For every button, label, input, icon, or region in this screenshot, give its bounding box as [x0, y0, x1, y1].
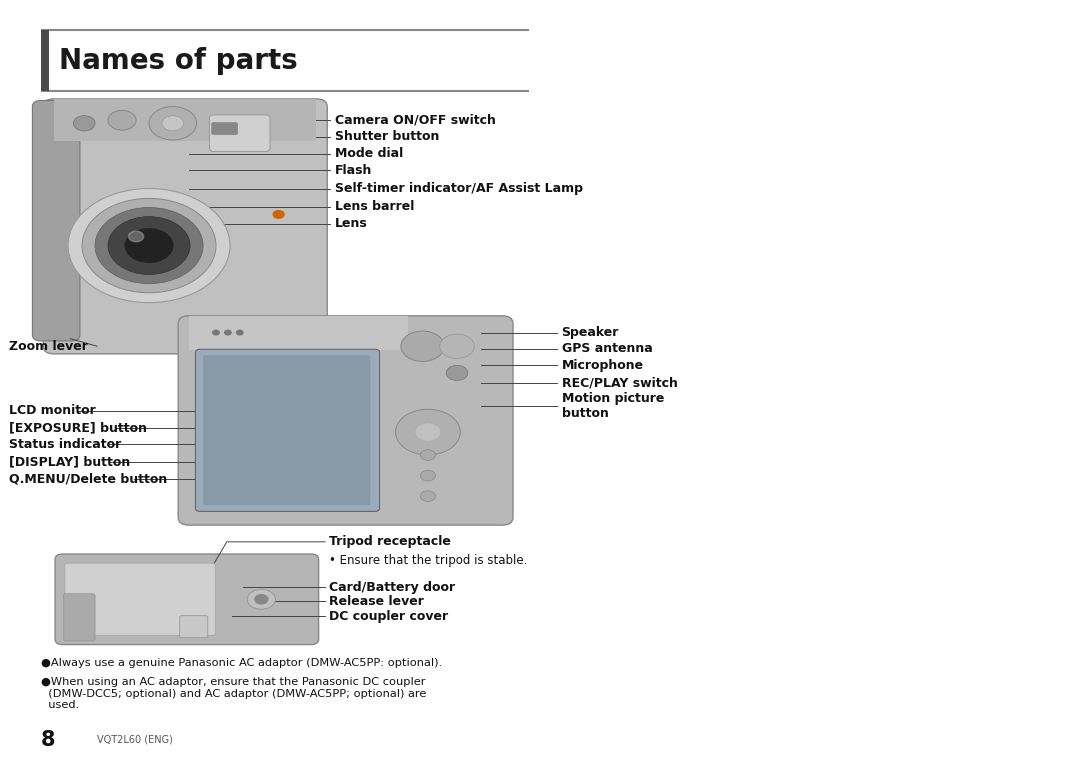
Circle shape [420, 470, 435, 481]
Text: 8: 8 [41, 730, 55, 750]
Text: Status indicator: Status indicator [9, 438, 121, 451]
FancyBboxPatch shape [55, 554, 319, 645]
Text: Zoom lever: Zoom lever [9, 339, 87, 353]
Text: LCD monitor: LCD monitor [9, 404, 95, 418]
Text: Self-timer indicator/AF Assist Lamp: Self-timer indicator/AF Assist Lamp [335, 182, 583, 196]
Circle shape [420, 450, 435, 460]
Circle shape [82, 199, 216, 293]
Circle shape [255, 595, 268, 604]
Text: Release lever: Release lever [329, 594, 424, 608]
Circle shape [440, 334, 474, 358]
Text: Names of parts: Names of parts [59, 47, 298, 75]
Circle shape [108, 217, 190, 275]
Circle shape [237, 330, 243, 335]
Text: Q.MENU/Delete button: Q.MENU/Delete button [9, 473, 167, 486]
Circle shape [162, 116, 184, 131]
Text: GPS antenna: GPS antenna [562, 342, 652, 355]
Circle shape [273, 211, 284, 218]
Text: VQT2L60 (ENG): VQT2L60 (ENG) [97, 734, 173, 745]
Circle shape [149, 107, 197, 140]
FancyBboxPatch shape [210, 115, 270, 151]
FancyBboxPatch shape [212, 123, 238, 135]
FancyBboxPatch shape [65, 563, 215, 635]
Circle shape [420, 491, 435, 501]
Circle shape [446, 365, 468, 380]
FancyBboxPatch shape [43, 99, 327, 354]
Text: Tripod receptacle: Tripod receptacle [329, 535, 451, 549]
Circle shape [95, 208, 203, 284]
Circle shape [125, 229, 173, 263]
FancyBboxPatch shape [32, 100, 80, 341]
Circle shape [108, 110, 136, 130]
Text: Speaker: Speaker [562, 326, 619, 339]
Text: Motion picture
button: Motion picture button [562, 393, 664, 420]
FancyBboxPatch shape [41, 30, 49, 91]
Text: Mode dial: Mode dial [335, 147, 403, 161]
Text: [DISPLAY] button: [DISPLAY] button [9, 455, 130, 469]
FancyBboxPatch shape [64, 594, 95, 641]
Text: Camera ON/OFF switch: Camera ON/OFF switch [335, 113, 496, 127]
Circle shape [420, 428, 435, 439]
Circle shape [247, 589, 275, 609]
Text: • Ensure that the tripod is stable.: • Ensure that the tripod is stable. [329, 553, 528, 567]
Circle shape [395, 409, 460, 455]
Text: ●When using an AC adaptor, ensure that the Panasonic DC coupler
  (DMW-DCC5; opt: ●When using an AC adaptor, ensure that t… [41, 677, 427, 711]
Text: Lens: Lens [335, 217, 367, 231]
Circle shape [213, 330, 219, 335]
Circle shape [73, 116, 95, 131]
Text: [EXPOSURE] button: [EXPOSURE] button [9, 421, 147, 435]
FancyBboxPatch shape [179, 616, 207, 638]
FancyBboxPatch shape [195, 349, 379, 511]
Text: ●Always use a genuine Panasonic AC adaptor (DMW-AC5PP: optional).: ●Always use a genuine Panasonic AC adapt… [41, 658, 442, 668]
Text: DC coupler cover: DC coupler cover [329, 610, 448, 623]
Circle shape [68, 189, 230, 303]
Text: Flash: Flash [335, 164, 373, 177]
Circle shape [129, 231, 144, 242]
Text: REC/PLAY switch: REC/PLAY switch [562, 376, 677, 390]
FancyBboxPatch shape [189, 316, 408, 350]
Text: Card/Battery door: Card/Battery door [329, 581, 456, 594]
Circle shape [415, 423, 441, 441]
Text: Microphone: Microphone [562, 358, 644, 372]
Circle shape [225, 330, 231, 335]
FancyBboxPatch shape [54, 99, 316, 141]
Circle shape [401, 331, 444, 361]
FancyBboxPatch shape [203, 355, 370, 505]
Text: Shutter button: Shutter button [335, 130, 440, 144]
Text: Lens barrel: Lens barrel [335, 200, 414, 214]
FancyBboxPatch shape [178, 316, 513, 525]
